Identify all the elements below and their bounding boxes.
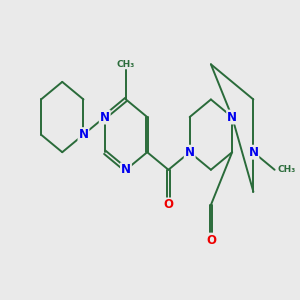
Text: N: N [100,110,110,124]
Text: N: N [227,110,237,124]
Text: O: O [164,198,173,212]
Text: N: N [79,128,88,141]
Text: N: N [185,146,195,159]
Text: CH₃: CH₃ [117,60,135,69]
Text: N: N [248,146,258,159]
Text: N: N [121,163,131,176]
Text: O: O [206,234,216,247]
Text: CH₃: CH₃ [278,165,296,174]
